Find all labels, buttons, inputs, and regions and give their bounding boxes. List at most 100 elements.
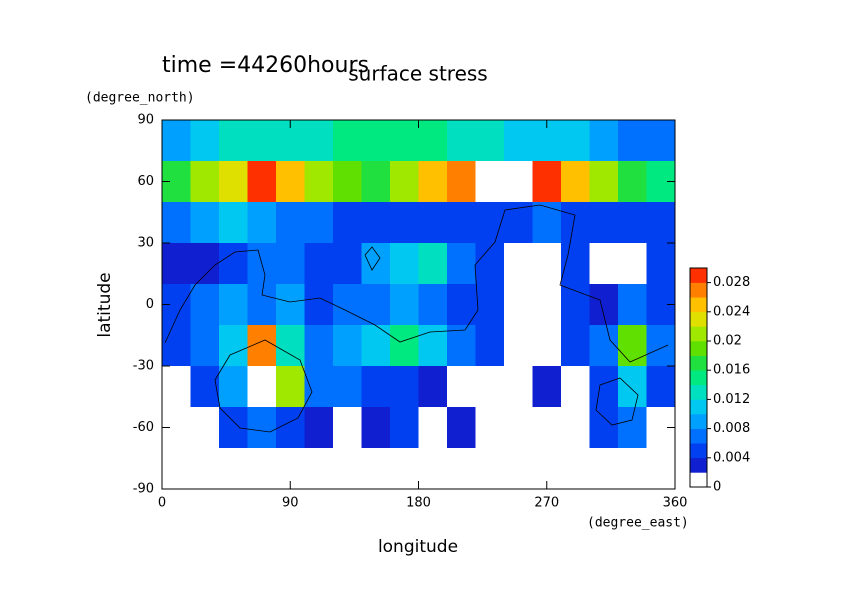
field-cell xyxy=(532,325,562,367)
field-cell xyxy=(390,366,419,408)
field-cell xyxy=(247,284,277,326)
field-cell xyxy=(618,325,647,367)
field-cell xyxy=(561,366,590,408)
field-cell xyxy=(646,202,676,244)
coastline xyxy=(595,377,639,426)
y-tick-label: 0 xyxy=(146,297,154,312)
field-cell xyxy=(276,161,305,203)
colorbar-segment xyxy=(690,428,707,444)
colorbar-segment xyxy=(690,326,707,342)
field-cell xyxy=(247,120,277,162)
field-cell xyxy=(418,243,448,285)
field-cell xyxy=(646,366,676,408)
field-cell xyxy=(475,243,505,285)
colorbar-segment xyxy=(690,414,707,429)
field-cell xyxy=(361,202,391,244)
field-cell xyxy=(333,161,362,203)
field-cell xyxy=(418,366,448,408)
x-unit: (degree_east) xyxy=(587,516,689,531)
x-tick-label: 180 xyxy=(406,496,431,511)
field-cell xyxy=(390,407,419,449)
colorbar-segment xyxy=(690,311,707,327)
field-cell xyxy=(390,325,419,367)
field-cell xyxy=(190,161,220,203)
field-cell xyxy=(589,448,619,490)
field-cell xyxy=(333,284,362,326)
field-cell xyxy=(447,325,476,367)
field-cell xyxy=(219,202,248,244)
field-cell xyxy=(162,366,191,408)
field-cell xyxy=(646,325,676,367)
field-cell xyxy=(247,161,277,203)
field-cell xyxy=(333,407,362,449)
field-cell xyxy=(618,448,647,490)
field-cell xyxy=(247,366,277,408)
field-cell xyxy=(447,366,476,408)
field-cell xyxy=(390,284,419,326)
colorbar-segment xyxy=(690,384,707,400)
field-cell xyxy=(561,284,590,326)
x-tick-label: 90 xyxy=(282,496,299,511)
field-cell xyxy=(390,448,419,490)
y-axis-label: latitude xyxy=(95,272,115,337)
colorbar-segment xyxy=(690,341,707,356)
field-cell xyxy=(561,448,590,490)
field-cell xyxy=(618,366,647,408)
field-cell xyxy=(304,120,334,162)
field-cell xyxy=(532,407,562,449)
field-cell xyxy=(447,407,476,449)
field-cell xyxy=(532,243,562,285)
field-cell xyxy=(475,161,505,203)
field-cell xyxy=(504,325,533,367)
field-cell xyxy=(646,120,676,162)
field-cell xyxy=(219,120,248,162)
field-cell xyxy=(589,407,619,449)
colorbar-frame xyxy=(689,267,708,488)
colorbar-tick-label: 0.008 xyxy=(713,421,750,436)
field-cell xyxy=(447,284,476,326)
field-cell xyxy=(304,243,334,285)
field-cell xyxy=(162,202,191,244)
colorbar-tick-label: 0.024 xyxy=(713,304,750,319)
y-tick-label: -30 xyxy=(133,359,154,374)
field-cell xyxy=(304,284,334,326)
field-cell xyxy=(646,448,676,490)
field-cell xyxy=(390,161,419,203)
field-cell xyxy=(504,202,533,244)
y-tick-label: 60 xyxy=(137,174,154,189)
contour-field xyxy=(162,120,676,490)
field-cell xyxy=(190,243,220,285)
field-cell xyxy=(219,325,248,367)
coastlines xyxy=(164,204,669,433)
field-cell xyxy=(618,243,647,285)
field-cell xyxy=(418,202,448,244)
field-cell xyxy=(190,284,220,326)
field-cell xyxy=(418,407,448,449)
field-cell xyxy=(190,448,220,490)
colorbar-segment xyxy=(690,443,707,459)
field-cell xyxy=(333,243,362,285)
field-cell xyxy=(333,448,362,490)
field-cell xyxy=(219,161,248,203)
field-cell xyxy=(304,202,334,244)
coastline xyxy=(164,204,669,363)
chart-title: surface stress xyxy=(348,62,487,86)
x-axis-label: longitude xyxy=(378,537,458,557)
colorbar-segment xyxy=(690,355,707,371)
field-cell xyxy=(390,202,419,244)
x-tick-label: 360 xyxy=(663,496,688,511)
field-cell xyxy=(219,366,248,408)
field-cell xyxy=(618,407,647,449)
field-cell xyxy=(532,161,562,203)
field-cell xyxy=(361,161,391,203)
field-cell xyxy=(561,161,590,203)
field-cell xyxy=(361,366,391,408)
field-cell xyxy=(532,284,562,326)
field-cell xyxy=(504,448,533,490)
field-cell xyxy=(390,120,419,162)
field-cell xyxy=(504,161,533,203)
field-cell xyxy=(447,448,476,490)
colorbar-segment xyxy=(690,282,707,298)
colorbar-tick-label: 0.028 xyxy=(713,275,750,290)
